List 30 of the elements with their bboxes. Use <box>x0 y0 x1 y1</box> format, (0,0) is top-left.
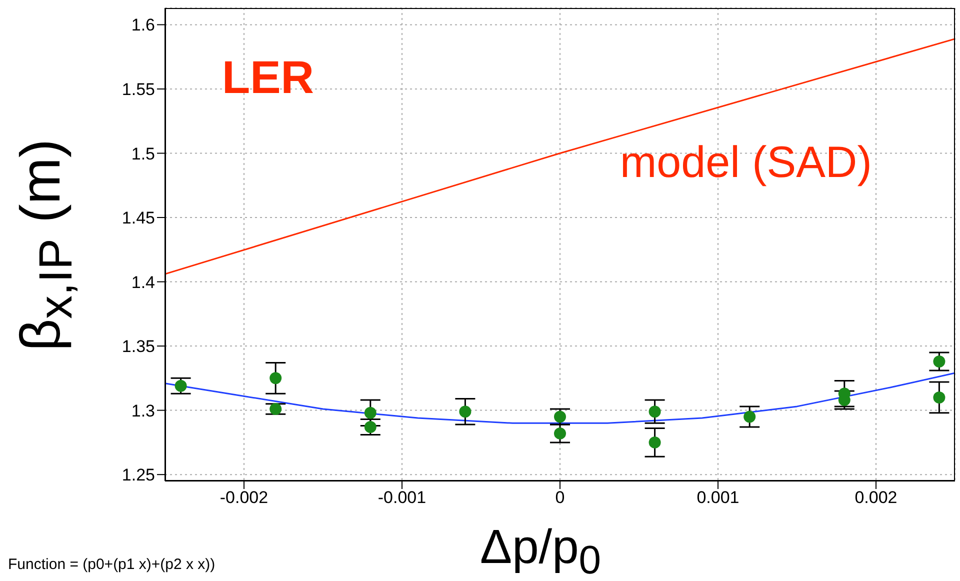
y-tick-label: 1.35 <box>122 337 155 356</box>
series-label: model (SAD) <box>620 138 872 188</box>
point <box>459 406 472 418</box>
point <box>648 436 661 448</box>
x-tick-label: 0.002 <box>854 488 898 508</box>
point <box>270 372 282 384</box>
point <box>933 355 946 368</box>
y-tick-label: 1.6 <box>131 16 155 35</box>
point <box>174 380 187 392</box>
point <box>648 406 661 418</box>
y-tick-label: 1.3 <box>131 401 155 420</box>
x-tick-label: -0.001 <box>378 488 426 508</box>
y-tick-label: 1.55 <box>122 80 155 100</box>
annotation: LER <box>222 50 314 104</box>
x-axis-title: Δp/p$_{0}$ <box>480 520 602 581</box>
line-series <box>165 372 955 424</box>
y-tick-label: 1.5 <box>131 144 155 164</box>
x-tick-label: -0.002 <box>220 488 268 508</box>
y-tick-label: 1.25 <box>122 466 155 485</box>
point <box>364 406 376 419</box>
point <box>270 403 282 416</box>
x-tick-label: 0 <box>555 488 565 508</box>
point <box>554 427 566 440</box>
point <box>744 410 756 423</box>
y-tick-label: 1.45 <box>122 208 155 228</box>
point <box>933 391 946 404</box>
text: Function = (p0+(p1 x)+(p2 x x)) <box>8 556 216 573</box>
point <box>364 421 376 434</box>
x-tick-label: 0.001 <box>696 488 740 508</box>
y-tick-label: 1.4 <box>131 272 155 292</box>
